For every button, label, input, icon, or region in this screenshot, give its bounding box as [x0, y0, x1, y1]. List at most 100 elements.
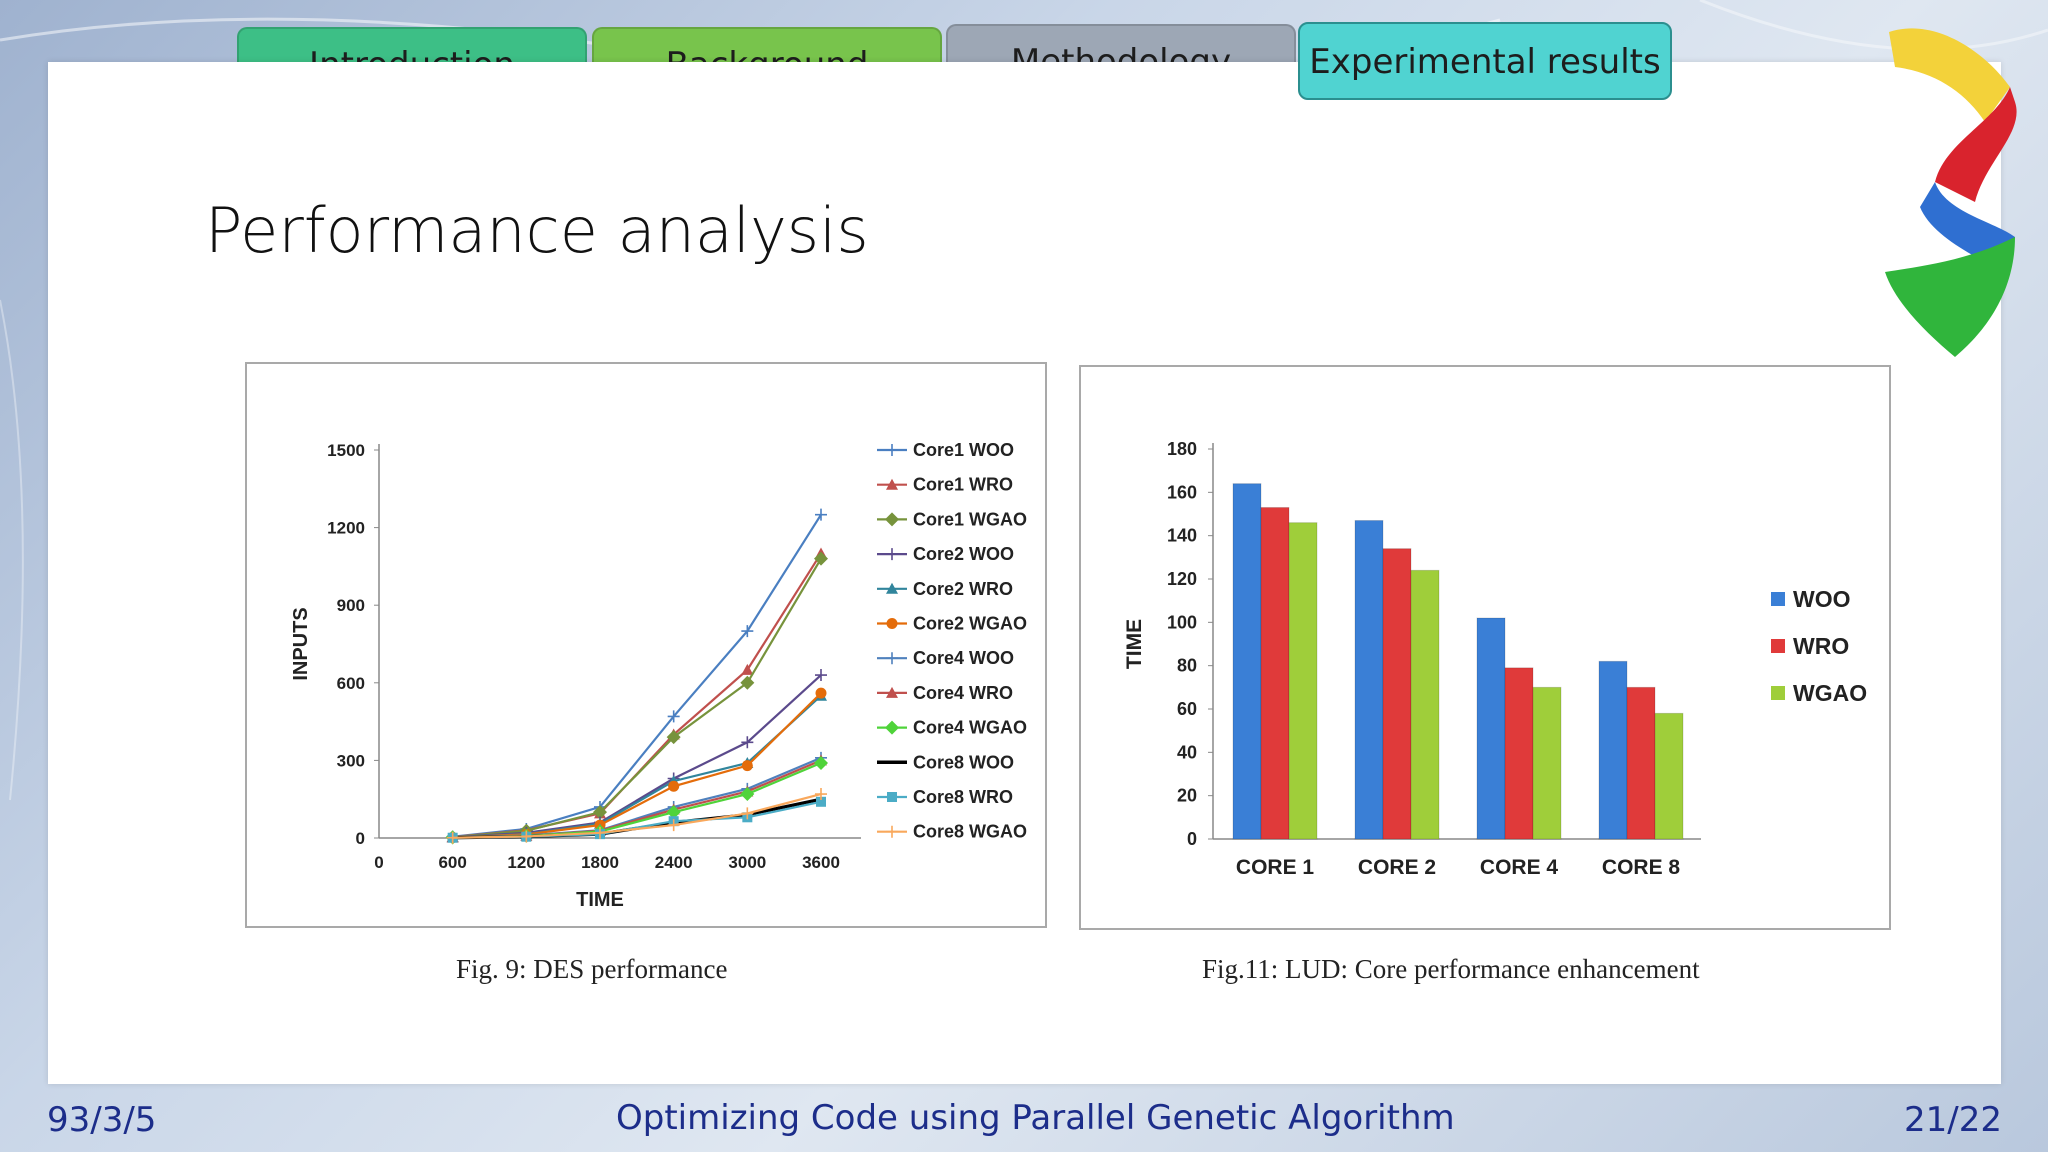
- data-point: [667, 710, 680, 723]
- y-axis-title: INPUTS: [290, 607, 312, 680]
- data-point: [886, 444, 898, 456]
- legend-label: Core2 WOO: [913, 544, 1014, 564]
- footer-date: 93/3/5: [47, 1100, 157, 1140]
- x-tick-label: 1800: [581, 853, 619, 872]
- data-point: [741, 760, 753, 772]
- x-category-label: CORE 1: [1236, 856, 1315, 879]
- legend-label: Core1 WOO: [913, 440, 1014, 460]
- slide-canvas: Performance analysis 0 300 600 900 1200 1500 0…: [48, 62, 2001, 1084]
- data-point: [667, 819, 680, 832]
- bar-wgao: [1532, 686, 1562, 840]
- x-tick-label: 2400: [655, 853, 693, 872]
- legend-label: Core2 WGAO: [913, 614, 1027, 634]
- data-point: [815, 687, 827, 699]
- bar-woo: [1354, 520, 1384, 840]
- bar-wgao: [1654, 712, 1684, 840]
- x-tick-label: 0: [374, 853, 383, 872]
- data-point: [520, 830, 533, 843]
- series-line: [452, 756, 822, 839]
- legend-label: WRO: [1793, 633, 1849, 659]
- legend-label: Core8 WGAO: [913, 822, 1027, 842]
- data-point: [886, 686, 898, 698]
- bar-wgao: [1410, 569, 1440, 840]
- series-line: [452, 552, 822, 839]
- slide-title: Performance analysis: [205, 194, 869, 267]
- lud-core-chart: 0 20 40 60 80 100 120 140 160 180 TIME CORE 1 CORE 2…: [1123, 439, 1867, 879]
- legend-label: Core1 WRO: [913, 475, 1013, 495]
- data-point: [815, 669, 827, 682]
- y-tick-label: 20: [1177, 786, 1197, 806]
- legend-swatch: [1771, 686, 1785, 700]
- figure-area: 0 300 600 900 1200 1500 0 600 1200 1800 2400 3000 36…: [245, 360, 1899, 994]
- y-tick-label: 80: [1177, 656, 1197, 676]
- data-point: [886, 618, 898, 629]
- legend-label: Core8 WRO: [913, 787, 1013, 807]
- y-tick-label: 300: [337, 751, 365, 770]
- bar-chart-frame: 0 20 40 60 80 100 120 140 160 180 TIME CORE 1 CORE 2…: [1079, 365, 1891, 930]
- bar-wro: [1382, 548, 1412, 840]
- y-tick-label: 140: [1167, 526, 1197, 546]
- data-point: [814, 755, 828, 770]
- data-point: [666, 730, 681, 745]
- data-point: [741, 807, 754, 820]
- data-point: [885, 512, 899, 527]
- syntax-semantic-types-codegen-logo: [1885, 28, 2017, 357]
- data-point: [668, 780, 680, 792]
- y-tick-label: 180: [1167, 439, 1197, 459]
- x-tick-label: 3600: [802, 853, 840, 872]
- series-line: [452, 694, 822, 839]
- data-point: [886, 825, 898, 838]
- legend-label: Core2 WRO: [913, 579, 1013, 599]
- legend-label: WOO: [1793, 586, 1851, 612]
- des-performance-chart: 0 300 600 900 1200 1500 0 600 1200 1800 2400 3000 36…: [290, 440, 1027, 911]
- bar-woo: [1232, 483, 1262, 840]
- legend-label: WGAO: [1793, 680, 1867, 706]
- data-point: [814, 551, 828, 566]
- bar-wro: [1504, 667, 1534, 840]
- data-point: [666, 805, 681, 820]
- y-tick-label: 60: [1177, 699, 1197, 719]
- data-point: [815, 788, 827, 801]
- bar-wro: [1260, 507, 1290, 840]
- footer-title: Optimizing Code using Parallel Genetic A…: [616, 1098, 1455, 1138]
- series-line: [452, 759, 822, 839]
- data-point: [885, 720, 899, 735]
- bar-woo: [1476, 617, 1506, 840]
- y-tick-label: 600: [337, 674, 365, 693]
- data-point: [593, 805, 607, 820]
- y-tick-label: 120: [1167, 569, 1197, 589]
- bar-woo: [1598, 660, 1628, 840]
- line-chart-frame: 0 300 600 900 1200 1500 0 600 1200 1800 2400 3000 36…: [245, 362, 1047, 928]
- tab-experimental-results[interactable]: Experimental results: [1298, 22, 1672, 100]
- data-point: [741, 663, 754, 675]
- data-point: [740, 787, 755, 802]
- data-point: [886, 548, 898, 561]
- y-tick-label: 160: [1167, 482, 1197, 502]
- data-point: [816, 796, 826, 807]
- data-point: [886, 478, 898, 490]
- bar-wgao: [1288, 522, 1318, 840]
- y-tick-label: 100: [1167, 612, 1197, 632]
- legend-swatch: [1771, 592, 1785, 606]
- y-tick-label: 0: [1187, 829, 1197, 849]
- y-tick-label: 40: [1177, 742, 1197, 762]
- legend-label: Core4 WRO: [913, 683, 1013, 703]
- legend-label: Core4 WOO: [913, 648, 1014, 668]
- legend-label: Core8 WOO: [913, 752, 1014, 772]
- legend-label: Core4 WGAO: [913, 718, 1027, 738]
- x-category-label: CORE 8: [1602, 856, 1681, 879]
- y-tick-label: 1500: [327, 441, 365, 460]
- data-point: [741, 625, 754, 638]
- data-point: [594, 826, 606, 839]
- y-tick-label: 0: [356, 829, 365, 848]
- y-axis-title: TIME: [1123, 619, 1146, 669]
- x-category-label: CORE 4: [1480, 856, 1559, 879]
- data-point: [886, 652, 898, 665]
- x-tick-label: 3000: [728, 853, 766, 872]
- legend-label: Core1 WGAO: [913, 509, 1027, 529]
- series-line: [452, 692, 822, 839]
- data-point: [815, 508, 827, 521]
- series-line: [452, 558, 822, 839]
- x-axis-title: TIME: [576, 889, 624, 911]
- y-tick-label: 900: [337, 596, 365, 615]
